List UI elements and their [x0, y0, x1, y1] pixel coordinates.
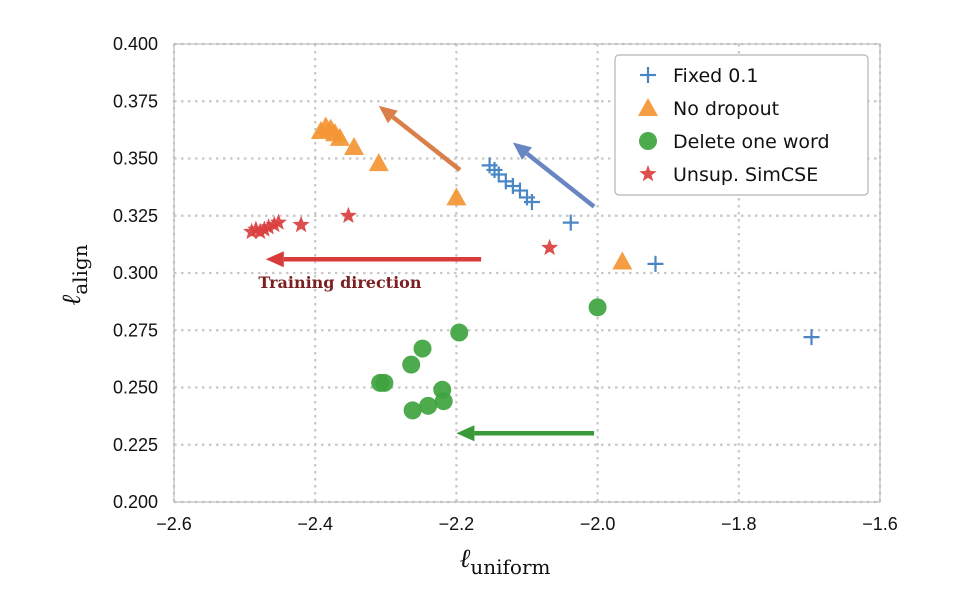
- data-point: [647, 255, 664, 272]
- x-tick-label: −2.4: [297, 514, 333, 534]
- arrow-head: [265, 251, 284, 268]
- data-point: [511, 182, 528, 199]
- data-point: [490, 166, 507, 183]
- x-tick-label: −1.6: [862, 514, 898, 534]
- data-point: [251, 222, 269, 240]
- legend-box: [614, 54, 869, 196]
- direction-arrows: [265, 105, 596, 442]
- legend-marker: [640, 67, 656, 83]
- plot-frame: [173, 43, 881, 503]
- legend-label: Unsup. SimCSE: [673, 164, 818, 186]
- data-point: [269, 213, 287, 230]
- data-point: [255, 220, 273, 237]
- arrow-head: [456, 425, 475, 442]
- y-tick-label: 0.225: [113, 435, 158, 455]
- y-tick-label: 0.400: [113, 34, 158, 54]
- data-point: [243, 222, 261, 240]
- y-tick-label: 0.350: [113, 149, 158, 169]
- data-point: [413, 339, 432, 358]
- legend-marker: [638, 98, 658, 116]
- data-point: [247, 220, 265, 237]
- arrow-head: [512, 142, 532, 160]
- legend: Fixed 0.1 No dropout Delete one word Unsup.…: [614, 54, 869, 196]
- data-point: [446, 187, 467, 206]
- arrow-shaft: [525, 151, 596, 209]
- data-point: [368, 153, 389, 172]
- data-point: [344, 137, 365, 156]
- data-point: [450, 323, 469, 342]
- data-point: [403, 401, 422, 420]
- training-direction-label: Training direction: [258, 273, 421, 292]
- x-tick-label: −2.0: [580, 514, 616, 534]
- data-point: [292, 215, 310, 233]
- x-tick-label: −2.6: [156, 514, 192, 534]
- legend-label: Fixed 0.1: [673, 65, 759, 87]
- x-tick-label: −1.8: [721, 514, 757, 534]
- arrow-shaft: [391, 115, 462, 172]
- data-point: [434, 392, 453, 411]
- y-tick-label: 0.325: [113, 206, 158, 226]
- x-axis-title: ℓuniform: [460, 544, 551, 579]
- data-point: [339, 206, 357, 223]
- y-tick-label: 0.200: [113, 492, 158, 512]
- legend-label: Delete one word: [673, 131, 830, 153]
- y-tick-label: 0.275: [113, 320, 158, 340]
- y-tick-label: 0.375: [113, 91, 158, 111]
- data-point: [803, 329, 820, 346]
- data-point: [588, 298, 607, 317]
- data-point: [375, 373, 394, 392]
- legend-label: No dropout: [673, 98, 779, 120]
- y-axis-label: ℓalign: [57, 244, 92, 305]
- data-point: [402, 355, 421, 374]
- y-axis-title: ℓalign: [57, 244, 92, 305]
- data-point: [329, 127, 350, 146]
- y-tick-label: 0.250: [113, 378, 158, 398]
- data-point: [265, 215, 283, 233]
- data-point: [612, 251, 633, 270]
- legend-marker: [639, 165, 657, 182]
- x-tick-label: −2.2: [439, 514, 475, 534]
- data-point: [260, 218, 278, 235]
- data-point: [419, 396, 438, 415]
- y-tick-label: 0.300: [113, 263, 158, 283]
- data-point: [562, 214, 579, 231]
- tick-labels: −2.6 −2.4 −2.2 −2.0 −1.8 −1.6 0.200 0.225 0.250 0…: [113, 34, 898, 534]
- arrow-head: [378, 105, 398, 124]
- x-axis-label: ℓuniform: [460, 544, 551, 579]
- data-points: [243, 116, 820, 420]
- legend-marker: [639, 132, 657, 150]
- data-point: [541, 238, 559, 256]
- data-point: [523, 194, 540, 211]
